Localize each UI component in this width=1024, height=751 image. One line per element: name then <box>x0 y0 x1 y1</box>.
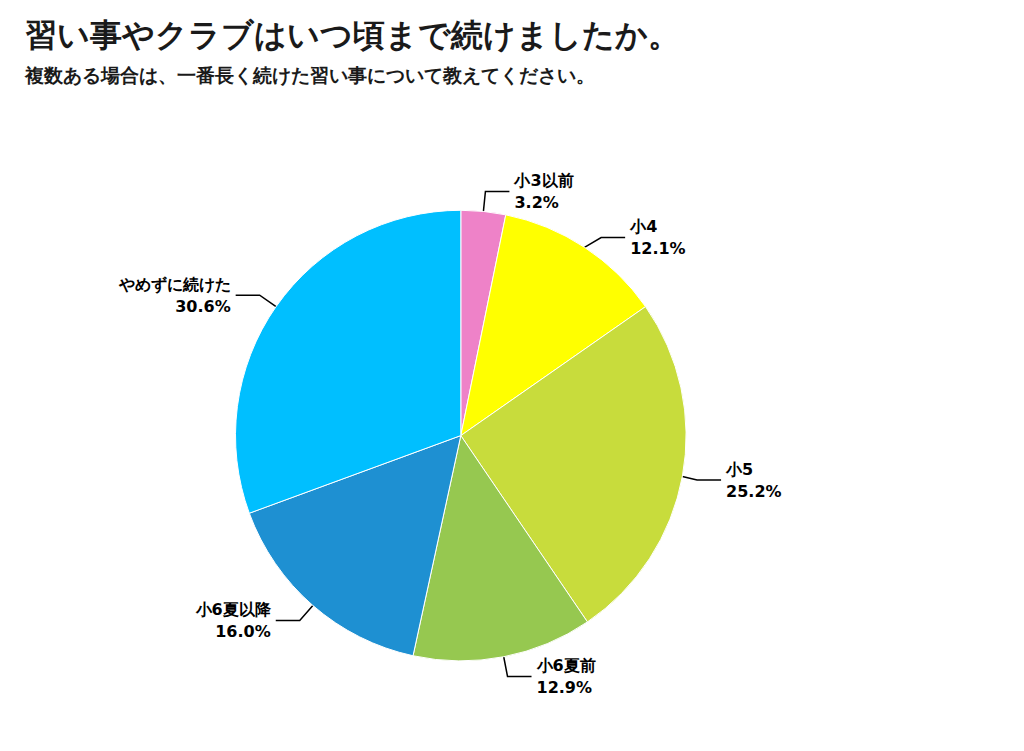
svg-text:3.2%: 3.2% <box>514 193 558 212</box>
svg-text:30.6%: 30.6% <box>175 297 231 316</box>
svg-text:やめずに続けた: やめずに続けた <box>118 275 231 294</box>
svg-text:16.0%: 16.0% <box>215 622 271 641</box>
svg-text:25.2%: 25.2% <box>726 482 782 501</box>
svg-text:習い事やクラブはいつ頃まで続けましたか。: 習い事やクラブはいつ頃まで続けましたか。 <box>25 16 680 54</box>
svg-text:小4: 小4 <box>629 217 657 236</box>
svg-text:小5: 小5 <box>725 460 753 479</box>
svg-text:12.9%: 12.9% <box>537 678 593 697</box>
svg-text:小3以前: 小3以前 <box>513 171 573 190</box>
svg-text:小6夏前: 小6夏前 <box>536 656 596 675</box>
svg-text:小6夏以降: 小6夏以降 <box>195 600 272 619</box>
svg-text:12.1%: 12.1% <box>630 239 686 258</box>
svg-text:複数ある場合は、一番長く続けた習い事について教えてください。: 複数ある場合は、一番長く続けた習い事について教えてください。 <box>24 64 595 86</box>
